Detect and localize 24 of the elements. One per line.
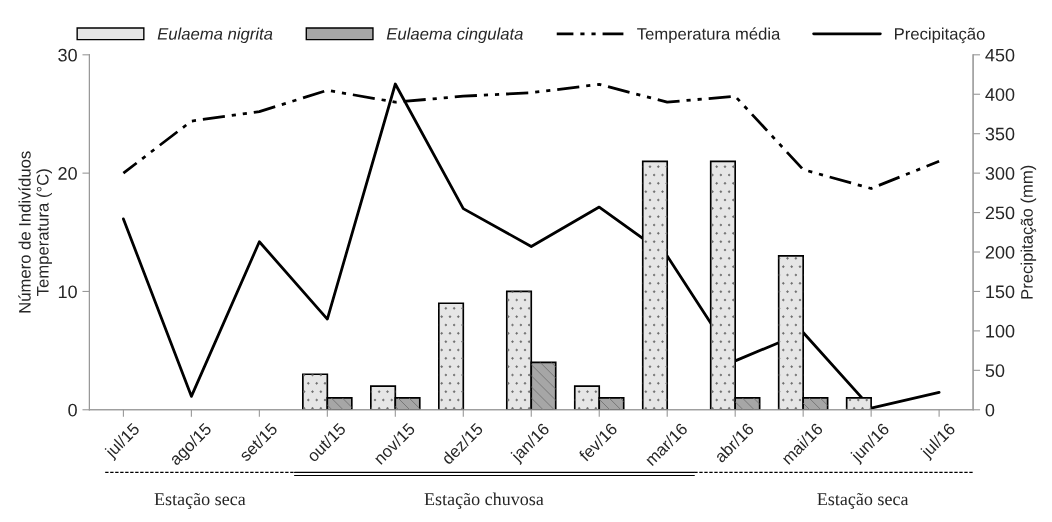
y2-tick-label: 450 xyxy=(985,48,1015,62)
text: Estação seca xyxy=(817,492,909,509)
y2-tick-label: 300 xyxy=(985,167,1015,180)
y-tick-label: 30 xyxy=(58,48,77,62)
y2-tick-label: 200 xyxy=(985,245,1015,259)
line-series xyxy=(122,82,941,410)
y2-tick-label: 350 xyxy=(985,127,1015,141)
y2-tick-label: 0 xyxy=(985,403,995,417)
y2-tick-label: 100 xyxy=(986,324,1015,338)
y-axis-title: Número de Indivíduos Temperatura (°C) xyxy=(18,151,52,313)
y-tick-label: 20 xyxy=(58,167,77,180)
y-tick-label: 0 xyxy=(68,403,77,417)
legend-label: Precipitação xyxy=(895,27,985,44)
y2-axis-title: Precipitação (mm) xyxy=(1020,165,1037,299)
y2-tick-label: 250 xyxy=(985,206,1015,220)
legend-label: Eulaema nigrita xyxy=(157,27,273,44)
text: Estação seca xyxy=(154,492,246,509)
y2-tick-label: 400 xyxy=(985,88,1015,101)
legend-label: Temperatura média xyxy=(637,27,781,44)
text: Estação chuvosa xyxy=(424,492,544,509)
y-tick-label: 10 xyxy=(58,285,77,299)
y2-tick-label: 150 xyxy=(986,285,1015,299)
legend-label: Eulaema cingulata xyxy=(386,27,523,44)
y2-tick-label: 50 xyxy=(985,364,1005,378)
